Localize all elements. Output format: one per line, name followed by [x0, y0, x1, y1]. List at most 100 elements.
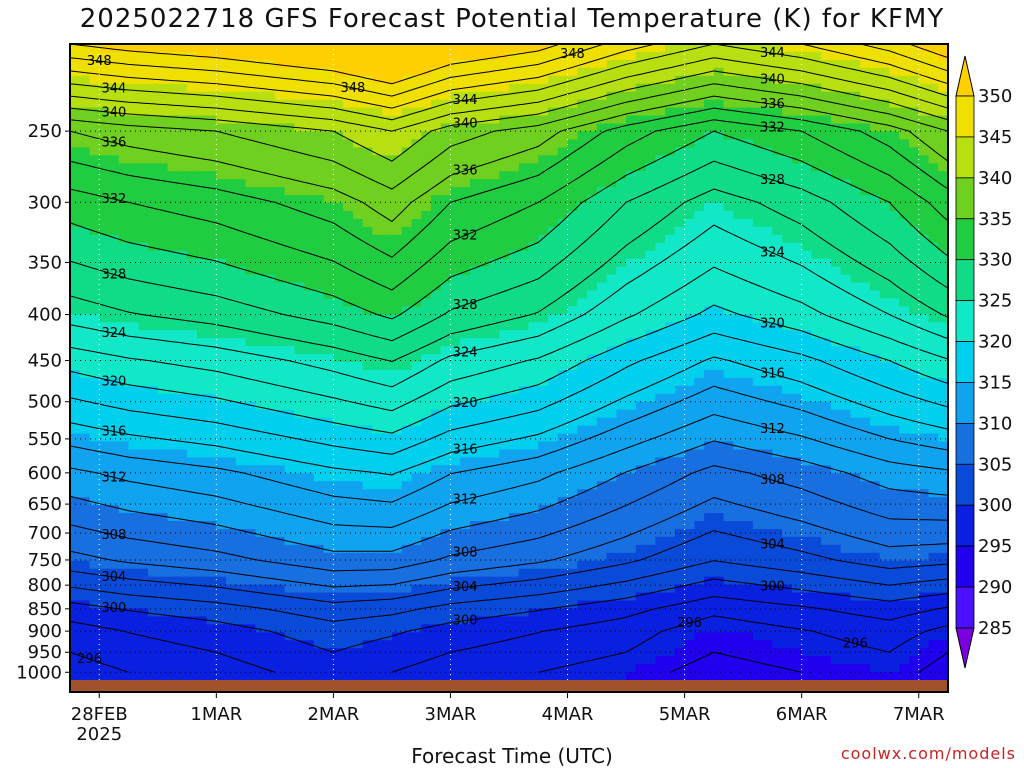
heatmap-cell [294, 632, 305, 641]
heatmap-cell [577, 417, 588, 427]
heatmap-cell [548, 274, 559, 284]
heatmap-cell [274, 290, 286, 299]
heatmap-cell [294, 187, 305, 196]
heatmap-cell [665, 664, 676, 673]
heatmap-cell [538, 401, 549, 411]
heatmap-cell [343, 314, 354, 323]
heatmap-cell [616, 51, 627, 61]
heatmap-cell [421, 377, 432, 387]
heatmap-cell [674, 250, 686, 260]
heatmap-cell [274, 672, 286, 681]
heatmap-cell [509, 560, 520, 570]
heatmap-cell [226, 210, 237, 220]
heatmap-cell [99, 521, 110, 530]
heatmap-cell [206, 44, 217, 53]
heatmap-cell [665, 99, 676, 109]
heatmap-cell [187, 465, 198, 474]
heatmap-cell [118, 377, 130, 387]
heatmap-cell [382, 210, 393, 220]
heatmap-cell [528, 425, 539, 435]
heatmap-cell [167, 123, 178, 133]
heatmap-cell [157, 401, 169, 411]
heatmap-cell [587, 362, 598, 371]
heatmap-cell [655, 369, 666, 379]
heatmap-cell [323, 210, 334, 220]
heatmap-cell [148, 497, 159, 506]
heatmap-cell [469, 568, 481, 578]
heatmap-cell [118, 282, 130, 292]
heatmap-cell [352, 163, 364, 172]
heatmap-cell [645, 83, 656, 93]
heatmap-cell [70, 187, 81, 196]
heatmap-cell [635, 664, 647, 673]
heatmap-cell [294, 139, 305, 148]
heatmap-cell [148, 521, 159, 530]
heatmap-cell [216, 44, 227, 53]
heatmap-cell [430, 171, 442, 180]
heatmap-cell [518, 83, 530, 93]
heatmap-cell [460, 600, 471, 610]
heatmap-cell [528, 433, 539, 443]
heatmap-cell [587, 417, 598, 427]
heatmap-cell [245, 91, 256, 101]
heatmap-cell [245, 473, 256, 482]
heatmap-cell [323, 656, 334, 665]
heatmap-cell [352, 568, 364, 578]
heatmap-cell [362, 314, 374, 323]
heatmap-cell [489, 171, 500, 180]
heatmap-cell [148, 505, 159, 514]
heatmap-cell [411, 552, 422, 562]
heatmap-cell [352, 171, 364, 180]
heatmap-cell [118, 552, 130, 562]
heatmap-cell [577, 441, 588, 451]
heatmap-cell [421, 608, 432, 617]
heatmap-cell [401, 568, 413, 578]
heatmap-cell [118, 568, 130, 578]
heatmap-cell [450, 377, 461, 387]
heatmap-cell [138, 481, 149, 490]
heatmap-cell [577, 75, 588, 85]
heatmap-cell [499, 306, 510, 315]
heatmap-cell [538, 115, 549, 125]
heatmap-cell [567, 187, 578, 196]
heatmap-cell [440, 385, 452, 395]
heatmap-cell [323, 298, 334, 307]
heatmap-cell [304, 568, 315, 578]
heatmap-cell [284, 234, 295, 244]
heatmap-cell [177, 409, 188, 419]
heatmap-cell [138, 441, 149, 451]
heatmap-cell [372, 552, 383, 562]
heatmap-cell [430, 624, 442, 633]
heatmap-cell [499, 401, 510, 411]
heatmap-cell [528, 59, 539, 69]
heatmap-cell [401, 600, 413, 610]
heatmap-cell [294, 346, 305, 355]
heatmap-cell [528, 481, 539, 490]
heatmap-cell [460, 51, 471, 61]
heatmap-cell [655, 346, 666, 355]
heatmap-cell [655, 306, 666, 315]
heatmap-cell [187, 99, 198, 109]
heatmap-cell [538, 608, 549, 617]
heatmap-cell [70, 314, 81, 323]
heatmap-cell [430, 560, 442, 570]
heatmap-cell [265, 576, 276, 586]
heatmap-cell [440, 314, 452, 323]
heatmap-cell [177, 51, 188, 61]
heatmap-cell [469, 536, 481, 546]
heatmap-cell [284, 314, 295, 323]
heatmap-cell [528, 409, 539, 419]
heatmap-cell [372, 338, 383, 347]
heatmap-cell [469, 584, 481, 594]
heatmap-cell [274, 234, 286, 244]
heatmap-cell [606, 489, 617, 498]
heatmap-cell [274, 433, 286, 443]
heatmap-cell [674, 91, 686, 101]
heatmap-cell [89, 290, 100, 299]
heatmap-cell [450, 433, 461, 443]
heatmap-cell [187, 250, 198, 260]
heatmap-cell [167, 513, 178, 522]
heatmap-cell [489, 218, 500, 228]
heatmap-cell [362, 497, 374, 506]
heatmap-cell [206, 521, 217, 530]
